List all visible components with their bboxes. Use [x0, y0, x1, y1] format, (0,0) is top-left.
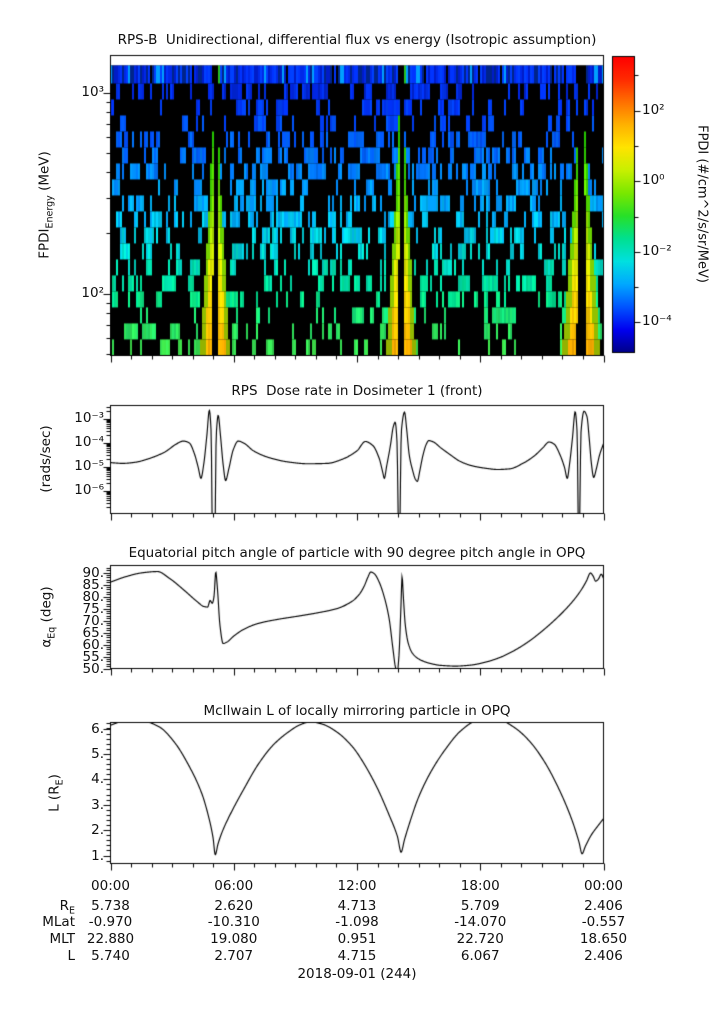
ephemeris-value: 5.738: [91, 898, 130, 914]
time-tick-label: 00:00: [584, 878, 623, 894]
lshell-title: McIlwain L of locally mirroring particle…: [203, 703, 511, 719]
ephemeris-row-label: MLat: [42, 914, 75, 930]
spectrogram-title: RPS-B Unidirectional, differential flux …: [117, 32, 597, 48]
colorbar-tick-label: 10⁰: [642, 172, 665, 189]
lshell-y-tick-label: 2.: [91, 822, 104, 839]
ephemeris-value: 4.715: [337, 948, 377, 964]
lshell-y-tick-label: 4.: [91, 771, 104, 788]
ephemeris-value: 2.406: [584, 898, 623, 914]
ephemeris-value: -14.070: [454, 914, 507, 930]
lshell-y-tick-label: 5.: [91, 745, 104, 762]
pitch-y-tick-label: 50.: [82, 660, 104, 677]
pitch-title: Equatorial pitch angle of particle with …: [128, 545, 586, 561]
ephemeris-row-label: L: [67, 948, 75, 964]
ephemeris-value: -0.970: [88, 914, 133, 930]
colorbar-tick-label: 10²: [642, 101, 665, 118]
lshell-y-tick-label: 1.: [91, 847, 104, 864]
dose-y-tick-label: 10⁻⁵: [74, 457, 104, 474]
ephemeris-value: 5.709: [460, 898, 500, 914]
pitch-y-tick-label: 65.: [82, 624, 104, 641]
ephemeris-value: -0.557: [581, 914, 626, 930]
dose-title: RPS Dose rate in Dosimeter 1 (front): [231, 383, 483, 399]
pitch-y-tick-label: 55.: [82, 648, 104, 665]
ephemeris-value: 2.406: [584, 948, 623, 964]
date-label: 2018-09-01 (244): [297, 966, 417, 982]
ephemeris-value: 0.951: [337, 931, 377, 947]
pitch-y-tick-label: 70.: [82, 612, 104, 629]
lshell-y-tick-label: 3.: [91, 796, 104, 813]
ephemeris-value: 18.650: [579, 931, 628, 947]
time-tick-label: 18:00: [460, 878, 500, 894]
ephemeris-value: 19.080: [210, 931, 258, 947]
spectrogram-y-tick-label: 10²: [81, 284, 104, 301]
ephemeris-row-label: MLT: [49, 931, 75, 947]
ephemeris-value: 22.720: [456, 931, 504, 947]
ephemeris-value: 22.880: [86, 931, 135, 947]
ephemeris-value: 4.713: [337, 898, 377, 914]
colorbar-label: FPDI (#/cm^2/s/sr/MeV): [694, 125, 710, 283]
ephemeris-value: -1.098: [335, 914, 379, 930]
spectrogram-ylabel: FPDIEnergy (MeV): [36, 151, 56, 259]
time-tick-label: 00:00: [91, 878, 130, 894]
ephemeris-value: 5.740: [91, 948, 130, 964]
dose-y-tick-label: 10⁻⁴: [74, 433, 104, 450]
colorbar-tick-label: 10⁻⁴: [642, 313, 672, 330]
time-tick-label: 12:00: [337, 878, 377, 894]
colorbar-tick-label: 10⁻²: [642, 242, 672, 259]
spectrogram-y-tick-label: 10³: [81, 83, 104, 100]
dose-y-tick-label: 10⁻⁶: [74, 481, 104, 498]
ephemeris-row-label: RE: [59, 898, 75, 917]
pitch-y-tick-label: 60.: [82, 636, 104, 653]
pitch-y-tick-label: 75.: [82, 600, 104, 617]
time-tick-label: 06:00: [214, 878, 254, 894]
lshell-y-tick-label: 6.: [91, 720, 104, 737]
ephemeris-value: 2.707: [214, 948, 254, 964]
pitch-y-tick-label: 80.: [82, 588, 104, 605]
ephemeris-value: 6.067: [460, 948, 500, 964]
pitch-y-tick-label: 85.: [82, 576, 104, 593]
ephemeris-value: -10.310: [207, 914, 260, 930]
pitch-y-tick-label: 90.: [82, 564, 104, 581]
ephemeris-value: 2.620: [214, 898, 254, 914]
dose-y-tick-label: 10⁻³: [74, 409, 104, 426]
